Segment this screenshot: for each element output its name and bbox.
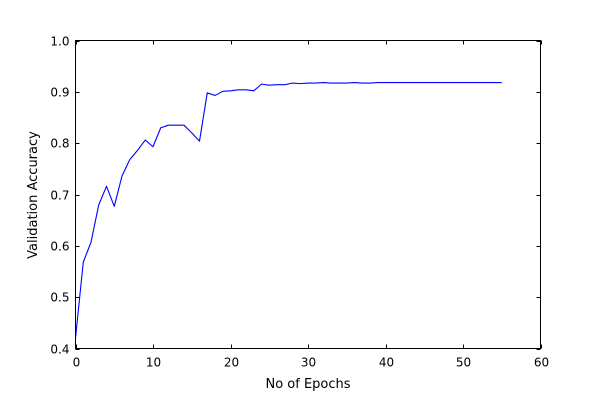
x-tick-label: 40 xyxy=(379,356,394,370)
x-axis-label: No of Epochs xyxy=(265,377,350,392)
x-tick-label: 0 xyxy=(73,356,81,370)
data-layer xyxy=(74,82,502,339)
y-tick-label: 0.5 xyxy=(50,291,69,305)
x-tick-label: 10 xyxy=(146,356,161,370)
y-tick-label: 0.6 xyxy=(50,240,69,254)
y-tick-label: 0.7 xyxy=(50,189,69,203)
x-tick-label: 20 xyxy=(224,356,239,370)
x-tick-label: 30 xyxy=(301,356,316,370)
y-tick-label: 0.9 xyxy=(50,86,69,100)
y-tick-label: 0.4 xyxy=(50,343,69,357)
series-line-0 xyxy=(74,82,502,339)
y-axis-label: Validation Accuracy xyxy=(26,131,41,259)
x-tick-label: 50 xyxy=(456,356,471,370)
ticks-layer: 0 10 20 30 40 50 60 0.4 0.5 0.6 0.7 0.8 0.9 1.0 xyxy=(50,35,549,370)
y-tick-label: 0.8 xyxy=(50,137,69,151)
y-tick-label: 1.0 xyxy=(50,35,69,49)
x-tick-label: 60 xyxy=(534,356,549,370)
